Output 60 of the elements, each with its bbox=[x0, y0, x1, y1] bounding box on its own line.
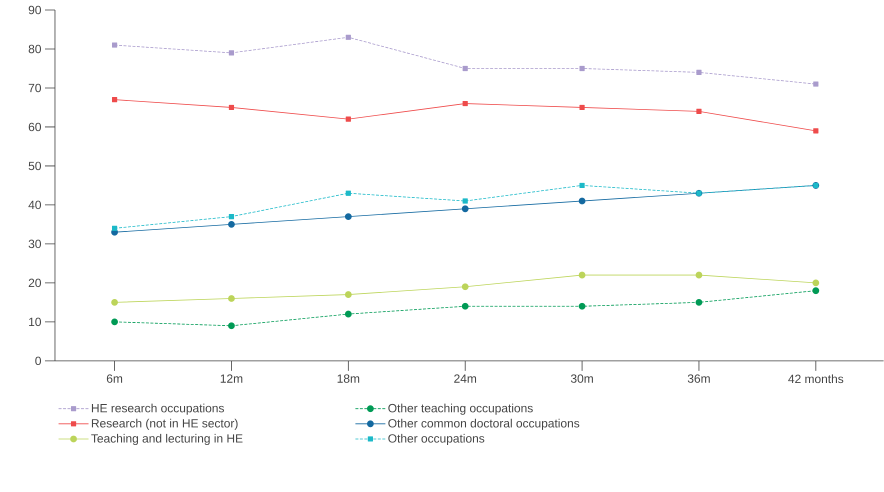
point bbox=[578, 302, 586, 310]
legend-label: HE research occupations bbox=[92, 404, 224, 415]
point bbox=[696, 108, 702, 114]
point bbox=[578, 198, 586, 205]
point bbox=[696, 272, 702, 279]
point bbox=[579, 66, 585, 72]
legend-label: Other common doctoral occupations bbox=[388, 418, 580, 430]
point bbox=[579, 104, 585, 110]
point bbox=[228, 214, 234, 220]
point bbox=[111, 318, 118, 326]
y-tick-label: 50 bbox=[28, 162, 41, 170]
point bbox=[346, 34, 351, 40]
point bbox=[462, 198, 468, 204]
point bbox=[228, 104, 234, 110]
point bbox=[812, 280, 820, 286]
point bbox=[344, 291, 352, 298]
y-tick-label: 70 bbox=[28, 84, 41, 92]
legend-label: Research (not in HE sector) bbox=[92, 418, 238, 430]
point bbox=[462, 206, 469, 212]
point bbox=[462, 302, 469, 310]
point bbox=[462, 283, 469, 290]
point bbox=[578, 272, 586, 279]
point bbox=[346, 116, 351, 122]
legend-label: Other teaching occupations bbox=[388, 404, 533, 415]
x-tick-label: 6m bbox=[106, 374, 122, 383]
point bbox=[112, 97, 118, 102]
y-tick-label: 60 bbox=[28, 122, 41, 132]
point bbox=[462, 101, 468, 106]
x-tick-label: 36m bbox=[688, 374, 710, 383]
point bbox=[344, 213, 352, 220]
x-tick-label: 18m bbox=[338, 374, 360, 383]
legend-label: Teaching and lecturing in HE bbox=[91, 434, 243, 446]
y-tick-label: 10 bbox=[29, 318, 41, 326]
x-tick-label: 30m bbox=[570, 374, 593, 383]
y-tick-label: 40 bbox=[28, 200, 41, 210]
y-tick-label: 30 bbox=[28, 240, 41, 248]
point bbox=[462, 66, 468, 72]
point bbox=[696, 70, 702, 76]
point bbox=[228, 295, 235, 302]
x-tick-label: 24m bbox=[454, 374, 476, 383]
point bbox=[813, 128, 818, 134]
y-tick-label: 20 bbox=[28, 278, 41, 288]
point bbox=[228, 322, 235, 330]
point bbox=[228, 50, 234, 56]
x-tick-label: 12m bbox=[220, 374, 242, 383]
y-tick-label: 90 bbox=[28, 6, 41, 14]
point bbox=[111, 299, 118, 306]
y-tick-label: 80 bbox=[28, 44, 41, 54]
point bbox=[696, 299, 702, 306]
point bbox=[579, 182, 585, 188]
point bbox=[346, 190, 351, 196]
point bbox=[112, 226, 118, 232]
legend-label: Other occupations bbox=[388, 434, 484, 446]
point bbox=[812, 287, 820, 294]
point bbox=[228, 221, 235, 228]
y-tick-label: 0 bbox=[35, 356, 41, 366]
point bbox=[344, 310, 352, 318]
point bbox=[112, 42, 118, 48]
x-tick-label: 42 months bbox=[788, 374, 844, 384]
point bbox=[813, 82, 818, 87]
